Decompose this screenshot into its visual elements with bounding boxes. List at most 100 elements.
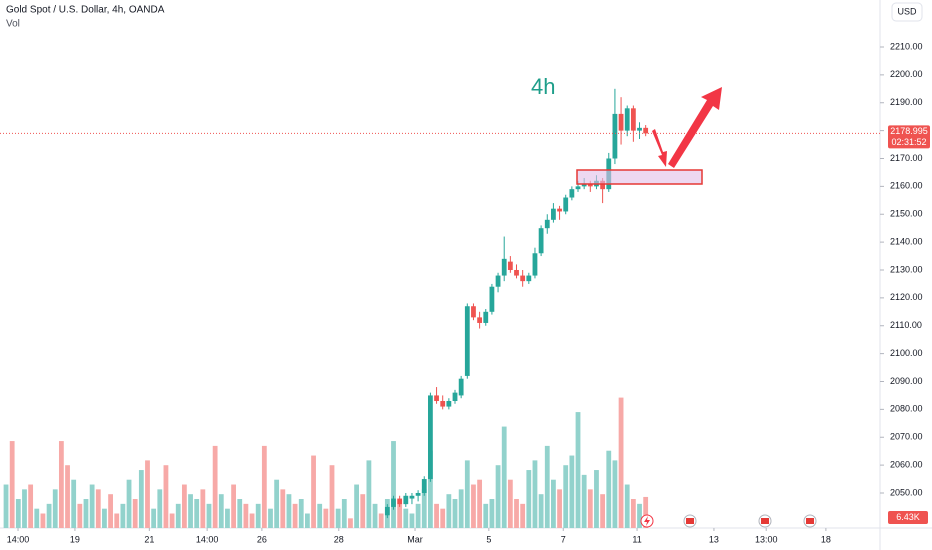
volume-bar — [181, 484, 187, 528]
volume-bar — [71, 479, 77, 528]
volume-bar — [391, 441, 396, 528]
volume-bar — [520, 503, 526, 528]
volume-bar — [428, 450, 433, 528]
volume-bar — [495, 465, 501, 528]
candle-body — [587, 183, 593, 187]
volume-bar — [255, 503, 261, 528]
volume-bar — [231, 484, 236, 528]
volume-bar — [274, 479, 280, 528]
candle-body — [612, 113, 618, 159]
volume-bar — [360, 494, 366, 528]
volume-bar — [483, 503, 489, 528]
candle-body — [384, 506, 390, 516]
event-bolt — [644, 516, 650, 526]
currency-button[interactable] — [891, 2, 923, 22]
volume-bar — [304, 513, 310, 528]
volume-bar — [3, 484, 9, 528]
volume-bar — [286, 494, 292, 528]
currency-label[interactable]: USD — [897, 6, 917, 16]
volume-label-bg — [888, 511, 928, 524]
volume-bar — [415, 503, 421, 528]
volume-bar — [261, 445, 267, 528]
volume-bar — [452, 499, 458, 528]
time-tick-label: 18 — [821, 534, 831, 544]
candle-body — [514, 269, 519, 276]
candle-body — [544, 219, 550, 229]
volume-bar — [58, 441, 64, 528]
volume-bar — [372, 503, 378, 528]
candle-body — [452, 392, 458, 402]
volume-bar — [581, 474, 587, 528]
symbol-title: Gold Spot / U.S. Dollar, 4h, OANDA — [6, 5, 165, 16]
volume-bar — [120, 503, 126, 528]
volume-bar — [298, 499, 304, 528]
time-tick-label: 28 — [334, 534, 344, 544]
volume-bar — [606, 450, 612, 528]
volume-bar — [458, 489, 464, 528]
volume-bar — [114, 513, 120, 528]
candle-body — [526, 275, 532, 282]
volume-bar — [9, 441, 15, 528]
volume-bar — [225, 508, 230, 528]
volume-bar — [354, 484, 360, 528]
volume-bar — [378, 513, 384, 528]
volume-bar — [175, 503, 181, 528]
price-tick-label: 2090.00 — [890, 376, 923, 386]
price-tick-label: 2060.00 — [890, 459, 923, 469]
volume-bar — [421, 489, 427, 528]
candle-body — [563, 197, 569, 212]
volume-bar — [323, 508, 329, 528]
volume-bar — [587, 489, 593, 528]
price-tick-label: 2070.00 — [890, 432, 923, 442]
volume-bar — [397, 503, 403, 528]
volume-bar — [200, 489, 206, 528]
candle-body — [618, 113, 624, 131]
candle-body — [464, 306, 470, 376]
flag — [806, 518, 814, 524]
candle-body — [538, 228, 544, 254]
time-tick-label: 5 — [486, 534, 491, 544]
candle-body — [551, 208, 556, 220]
candle-body — [440, 401, 446, 407]
volume-bar — [34, 508, 40, 528]
time-tick-label: 14:00 — [196, 534, 219, 544]
volume-bar — [575, 412, 581, 528]
time-tick-label: 7 — [561, 534, 566, 544]
volume-bar — [237, 499, 243, 528]
volume-bar — [292, 503, 298, 528]
volume-bar — [108, 494, 113, 528]
price-tick-label: 2190.00 — [890, 97, 923, 107]
candle-body — [532, 253, 538, 276]
price-tick-label: 2140.00 — [890, 236, 923, 246]
volume-label: 6.43K — [896, 512, 920, 522]
volume-bar — [40, 513, 46, 528]
candle-body — [483, 311, 489, 323]
volume-bar — [594, 470, 599, 528]
candle-body — [507, 261, 513, 270]
volume-bar — [507, 479, 513, 528]
volume-title: Vol — [6, 19, 20, 30]
price-tick-label: 2210.00 — [890, 41, 923, 51]
volume-bar — [102, 508, 107, 528]
time-tick-label: 11 — [632, 534, 641, 544]
candle-body — [458, 378, 464, 396]
volume-bar — [169, 513, 175, 528]
candle-body — [391, 498, 396, 507]
volume-bar — [132, 499, 138, 528]
volume-bar — [557, 489, 562, 528]
volume-bar — [544, 445, 550, 528]
last-price-label: 2178.995 — [890, 126, 928, 136]
volume-bar — [409, 513, 415, 528]
volume-bar — [65, 465, 70, 528]
volume-bar — [89, 484, 95, 528]
volume-bar — [249, 513, 255, 528]
candle-body — [495, 275, 501, 287]
volume-bar — [15, 499, 21, 528]
volume-bar — [157, 489, 163, 528]
time-tick-label: 13:00 — [755, 534, 778, 544]
volume-bar — [126, 479, 132, 528]
candle-body — [643, 127, 649, 134]
volume-bar — [188, 494, 193, 528]
volume-bar — [268, 508, 273, 528]
volume-bar — [52, 489, 58, 528]
